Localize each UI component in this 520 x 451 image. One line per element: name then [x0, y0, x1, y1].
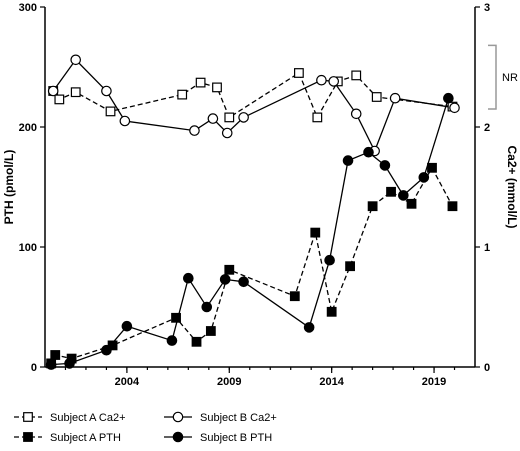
subject-a-pth-point — [205, 326, 216, 336]
y-axis-left-title: PTH (pmol/L) — [2, 150, 16, 225]
y-right-tick-label: 2 — [484, 122, 490, 134]
legend-subject-b-pth-label: Subject B PTH — [200, 432, 272, 444]
subject-a-ca2-point — [177, 89, 188, 100]
subject-a-pth-point — [224, 264, 235, 275]
subject-b-ca2-point — [101, 85, 112, 97]
subject-a-pth-point — [367, 201, 378, 212]
x-tick-label: 2009 — [217, 376, 241, 388]
subject-a-ca2-point — [54, 94, 65, 105]
subject-a-ca2-point — [105, 106, 116, 117]
y-left-tick-label: 0 — [31, 362, 37, 374]
y-right-tick-label: 3 — [484, 2, 490, 14]
subject-b-ca2-point — [70, 54, 82, 66]
legend-subject-b-ca2-marker — [172, 411, 184, 423]
legend-subject-b-pth-marker — [172, 431, 184, 443]
subject-a-pth-point — [326, 306, 337, 317]
x-tick-label: 2014 — [319, 376, 344, 388]
y-axis-right-title: Ca2+ (mmol/L) — [505, 145, 519, 228]
nr-annotation: NR — [488, 44, 518, 110]
subject-b-pth-point — [363, 146, 374, 158]
subject-b-pth-line — [51, 98, 450, 366]
subject-b-pth-point — [342, 155, 354, 166]
subject-b-pth-point — [101, 344, 112, 356]
subject-a-pth-point — [289, 291, 300, 302]
subject-a-ca2-point — [371, 92, 382, 102]
subject-b-pth-point — [183, 272, 194, 284]
legend-subject-b-ca2-label: Subject B Ca2+ — [200, 412, 277, 424]
subject-b-ca2-point — [207, 113, 219, 124]
subject-a-pth-point — [447, 201, 458, 212]
subject-a-pth-point — [50, 350, 61, 360]
legend-subject-a-ca2-label: Subject A Ca2+ — [50, 412, 126, 424]
subject-b-ca2-line — [52, 58, 455, 153]
subject-b-pth-point — [324, 254, 335, 266]
subject-a-pth-point — [386, 186, 396, 197]
subject-b-ca2-point — [389, 92, 401, 104]
subject-a-ca2-point — [294, 68, 304, 78]
subject-b-ca2-point — [328, 76, 340, 87]
y-right-tick-label: 0 — [484, 362, 490, 374]
subject-a-ca2-point — [224, 112, 235, 123]
subject-a-ca2-point — [312, 112, 323, 123]
subject-b-pth-point — [398, 190, 409, 201]
series-lines — [50, 58, 455, 366]
subject-b-pth-point — [443, 92, 454, 104]
subject-b-ca2-point — [221, 127, 233, 139]
legend-subject-a-pth-label: Subject A PTH — [50, 432, 121, 444]
subject-a-pth-point — [310, 227, 321, 238]
y-left-tick-label: 300 — [19, 2, 37, 14]
subject-b-pth-point — [303, 322, 315, 333]
subject-b-pth-point — [166, 335, 178, 346]
subject-a-pth-line — [50, 166, 454, 364]
subject-b-pth-point — [379, 160, 391, 171]
y-left-tick-label: 200 — [19, 122, 37, 134]
subject-b-pth-point — [238, 276, 249, 288]
subject-b-pth-point — [219, 274, 231, 285]
legend-subject-a-ca2-marker — [23, 412, 33, 422]
subject-b-pth-point — [45, 359, 57, 370]
subject-b-pth-point — [201, 301, 213, 313]
subject-a-pth-point — [406, 198, 417, 209]
subject-a-pth-point — [427, 162, 437, 173]
series-markers — [45, 54, 460, 370]
subject-a-pth-point — [345, 261, 355, 272]
axes: 0 100 200 300 0 1 2 3 2004 2009 2014 2019 — [19, 2, 490, 388]
subject-b-ca2-point — [119, 115, 131, 127]
x-tick-label: 2004 — [115, 376, 140, 388]
x-tick-label: 2019 — [422, 376, 446, 388]
subject-b-ca2-point — [449, 102, 460, 114]
y-left-tick-label: 100 — [19, 242, 37, 254]
subject-a-ca2-point — [70, 87, 81, 98]
nr-bracket — [488, 44, 497, 110]
subject-b-ca2-point — [47, 85, 59, 97]
subject-b-pth-point — [418, 172, 430, 183]
subject-a-ca2-point — [195, 77, 206, 88]
subject-b-ca2-point — [316, 74, 327, 86]
subject-b-ca2-point — [350, 108, 362, 120]
subject-a-pth-point — [191, 336, 202, 347]
nr-label: NR — [502, 72, 518, 84]
subject-a-ca2-point — [212, 82, 222, 93]
subject-b-pth-point — [64, 358, 75, 369]
y-right-tick-label: 1 — [484, 242, 490, 254]
subject-b-ca2-point — [189, 125, 200, 136]
subject-b-pth-point — [121, 320, 133, 332]
subject-b-ca2-point — [238, 112, 249, 123]
legend: Subject A Ca2+ Subject B Ca2+ Subject A PT… — [14, 411, 277, 444]
subject-a-ca2-point — [351, 70, 362, 81]
legend-subject-a-pth-marker — [23, 432, 33, 442]
subject-a-pth-point — [171, 312, 181, 323]
